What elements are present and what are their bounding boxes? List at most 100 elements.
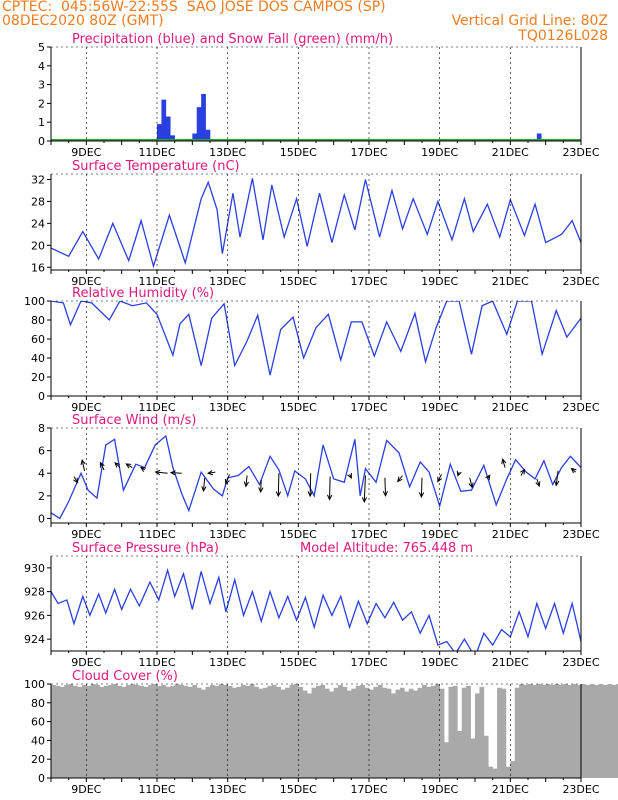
header-model-code: TQ0126L028: [518, 28, 608, 44]
precip-xlabel: 21DEC: [492, 146, 529, 159]
cloud-bar: [391, 693, 396, 778]
cloud-bar: [245, 685, 251, 778]
temperature-xlabel: 9DEC: [71, 275, 101, 288]
cloud-bar: [223, 684, 228, 778]
cloud-bar: [386, 688, 392, 778]
cloud-bar: [196, 687, 202, 778]
cloud-bar: [55, 685, 61, 778]
precip-bar: [536, 133, 542, 141]
cloud-bar: [541, 684, 546, 778]
wind-arrow-head: [73, 477, 79, 484]
cloud-bar: [157, 685, 162, 778]
cloud-bar: [523, 684, 529, 778]
pressure-xlabel: 17DEC: [350, 656, 387, 669]
humidity-ytick-label: 60: [31, 333, 45, 346]
cloud-bar: [214, 685, 220, 778]
wind-arrow: [397, 475, 403, 482]
precip-bar: [205, 129, 211, 141]
cloud-bar: [413, 690, 418, 778]
cloud-bar: [616, 684, 618, 778]
wind-arrow-head: [243, 481, 249, 488]
precip-xlabel: 23DEC: [562, 146, 599, 159]
cloud-bar: [139, 685, 145, 778]
cloud-bar: [567, 684, 573, 778]
cloud-bar: [475, 693, 480, 778]
wind-arrow-head: [201, 486, 207, 493]
temperature-ytick-label: 16: [31, 261, 45, 274]
cloud-bar: [280, 689, 286, 778]
wind-arrow-head: [80, 459, 86, 466]
wind-arrow-head: [501, 458, 507, 465]
cloud-ytick-label: 20: [31, 753, 45, 766]
wind-arrow: [73, 476, 78, 483]
cloud-bar: [302, 690, 308, 778]
cloud-bar: [369, 689, 374, 778]
pressure-ytick-label: 926: [24, 609, 45, 622]
wind-arrow-head: [468, 482, 474, 489]
wind-arrow-head: [554, 480, 560, 487]
wind-xlabel: 9DEC: [71, 528, 101, 541]
cloud-bar: [298, 686, 304, 778]
cloud-ytick-label: 0: [38, 772, 45, 785]
wind-xlabel: 13DEC: [209, 528, 246, 541]
cloud-xlabel: 15DEC: [280, 783, 317, 796]
cloud-bar: [148, 684, 153, 778]
precip-bar: [161, 99, 167, 141]
humidity-ytick-label: 80: [31, 314, 45, 327]
wind-arrow: [363, 475, 366, 502]
cloud-bar: [607, 684, 613, 778]
precip-ytick-label: 1: [38, 116, 45, 129]
wind-arrow-head: [535, 481, 541, 488]
temperature-xlabel: 17DEC: [350, 275, 387, 288]
cloud-bar: [585, 684, 591, 778]
pressure-xlabel: 23DEC: [562, 656, 599, 669]
humidity-ytick-label: 100: [24, 295, 45, 308]
cloud-bar: [430, 685, 436, 778]
cloud-bar: [108, 684, 114, 778]
wind-arrow: [170, 472, 182, 474]
wind-series-line: [51, 434, 581, 520]
wind-arrow-head: [437, 476, 443, 483]
wind-arrow: [99, 462, 105, 471]
temperature-xlabel: 11DEC: [138, 275, 175, 288]
cloud-bar: [519, 684, 524, 778]
cloud-bar: [338, 684, 343, 778]
cloud-bar: [210, 684, 215, 778]
cloud-bar: [355, 685, 361, 778]
wind-arrow-head: [258, 487, 264, 494]
wind-arrow: [155, 471, 168, 474]
cloud-bar: [285, 687, 290, 778]
cloud-xlabel: 9DEC: [71, 783, 101, 796]
cloud-bar: [112, 684, 118, 778]
cloud-bar: [417, 687, 423, 778]
humidity-ytick-label: 20: [31, 371, 45, 384]
cloud-bar: [227, 685, 233, 778]
cloud-bar: [461, 687, 467, 778]
wind-arrow-head: [99, 461, 105, 468]
wind-arrow: [420, 477, 423, 497]
cloud-bar: [134, 684, 140, 778]
wind-arrow: [536, 478, 540, 487]
wind-arrow-head: [114, 461, 120, 468]
cloud-bar: [528, 684, 533, 778]
cloud-bar: [364, 687, 370, 778]
cloud-bar: [452, 685, 458, 778]
cloud-bar: [236, 686, 242, 778]
precip-bar: [157, 124, 162, 141]
cloud-title: Cloud Cover (%): [72, 669, 178, 684]
precip-xlabel: 17DEC: [350, 146, 387, 159]
cloud-bar: [130, 684, 136, 778]
humidity-frame: [50, 301, 582, 397]
cloud-bar: [563, 684, 569, 778]
temperature-xlabel: 21DEC: [492, 275, 529, 288]
pressure-xlabel: 9DEC: [71, 656, 101, 669]
cloud-bar: [492, 768, 498, 778]
wind-arrow: [277, 473, 280, 497]
cloud-bar: [422, 684, 427, 778]
wind-arrow: [520, 469, 525, 476]
pressure-xlabel: 19DEC: [421, 656, 458, 669]
cloud-bar: [165, 686, 171, 778]
cloud-bar: [558, 684, 564, 778]
temperature-series-line: [51, 178, 581, 269]
cloud-bar: [501, 688, 507, 778]
